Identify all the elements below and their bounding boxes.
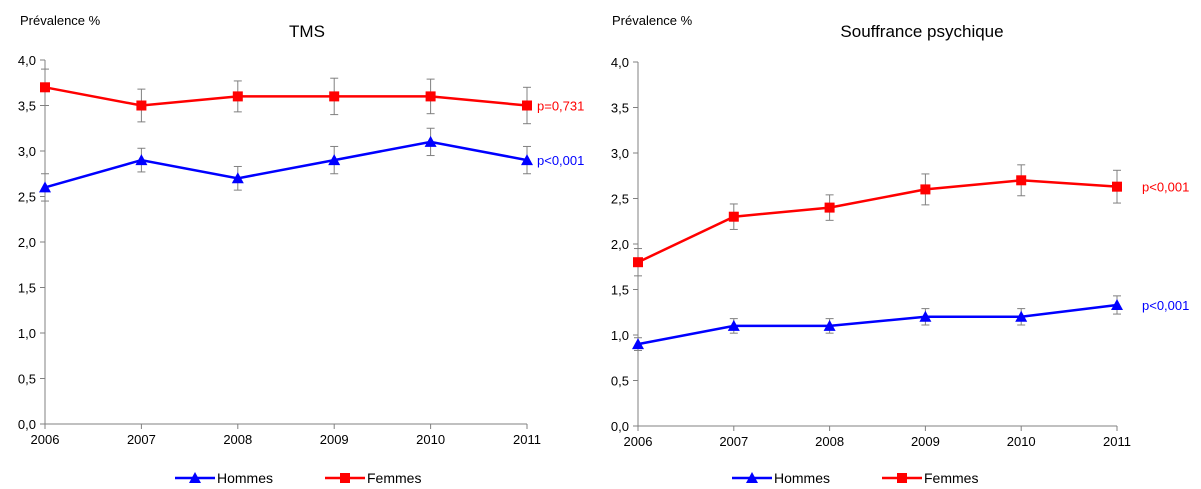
y-tick-label: 3,5 [18,99,36,114]
series-line [44,86,528,107]
y-tick-label: 0,5 [611,374,629,389]
p-value-annotation: p<0,001 [1142,298,1189,313]
y-tick-label: 0,5 [18,372,36,387]
chart-souffrance-psychique: Souffrance psychique Prévalence % 0,0 0,5 1,… [592,0,1201,486]
y-tick-label: 1,5 [611,283,629,298]
legend-marker-triangle [746,472,758,483]
p-value-annotation: p<0,001 [1142,180,1189,195]
x-tick-label: 2009 [320,432,349,447]
legend-marker-square [897,473,907,483]
data-point-triangle [328,154,341,166]
data-point-triangle [231,172,244,184]
legend-label: Hommes [774,470,830,484]
legend-label: Femmes [924,470,978,484]
series-hommes [39,127,533,202]
legend-marker-square [340,473,350,483]
y-tick-label: 2,0 [18,235,36,250]
data-point-square [425,91,436,102]
data-point-triangle [1111,298,1123,310]
data-point-triangle [919,310,932,322]
data-point-square [522,100,532,111]
y-tick-label: 4,0 [611,55,629,70]
y-tick-label: 3,0 [18,144,36,159]
y-tick-label: 3,5 [611,101,629,116]
x-tick-label: 2006 [624,434,653,449]
data-point-square [40,82,50,93]
data-point-square [329,91,340,102]
chart-tms-svg: TMS Prévalence % 0,0 0,5 1,0 1,5 2,0 2,5 3,0 3,5 4… [18,13,584,486]
data-point-square [824,202,835,213]
data-point-triangle [823,319,836,331]
x-tick-label: 2010 [416,432,445,447]
data-point-triangle [632,338,644,350]
x-tick-label: 2008 [815,434,844,449]
y-tick-label: 1,0 [18,326,36,341]
chart-souffrance-psychique-svg: Souffrance psychique Prévalence % 0,0 0,5 1,… [611,13,1189,486]
data-point-triangle [1015,310,1028,322]
series-line [44,140,528,189]
x-tick-label: 2008 [223,432,252,447]
data-point-triangle [424,135,437,147]
p-value-annotation: p<0,001 [537,153,584,168]
x-tick-label: 2009 [911,434,940,449]
data-point-square [1016,175,1027,186]
legend-marker-triangle [189,472,201,483]
series-femmes [40,68,532,125]
legend-label: Femmes [367,470,421,484]
chart-title: Souffrance psychique [840,22,1003,41]
y-axis-label: Prévalence % [612,13,693,28]
y-tick-label: 2,0 [611,237,629,252]
y-tick-label: 2,5 [611,192,629,207]
legend-label: Hommes [217,470,273,484]
data-point-triangle [135,154,148,166]
data-point-square [633,257,643,268]
y-tick-label: 0,0 [18,417,36,432]
series-hommes [632,295,1123,351]
x-tick-label: 2007 [127,432,156,447]
data-point-square [136,100,147,111]
y-tick-label: 1,5 [18,281,36,296]
data-point-triangle [39,181,51,193]
p-value-annotation: p=0,731 [537,99,584,114]
data-point-square [232,91,243,102]
y-tick-label: 3,0 [611,146,629,161]
y-tick-label: 2,5 [18,190,36,205]
y-tick-label: 1,0 [611,328,629,343]
chart-tms: TMS Prévalence % 0,0 0,5 1,0 1,5 2,0 2,5 3,0 3,5 4… [0,0,600,486]
data-point-square [920,184,931,195]
x-tick-label: 2010 [1007,434,1036,449]
x-tick-label: 2006 [31,432,60,447]
data-point-triangle [521,154,533,166]
data-point-triangle [727,319,740,331]
y-tick-label: 4,0 [18,53,36,68]
series-line [637,303,1118,346]
x-tick-label: 2011 [513,432,541,447]
x-tick-label: 2007 [719,434,748,449]
data-point-square [728,211,739,222]
x-tick-label: 2011 [1103,434,1131,449]
y-axis-label: Prévalence % [20,13,101,28]
data-point-square [1112,181,1122,192]
y-tick-label: 0,0 [611,419,629,434]
series-femmes [633,164,1122,277]
series-line [637,179,1118,264]
chart-title: TMS [289,22,325,41]
